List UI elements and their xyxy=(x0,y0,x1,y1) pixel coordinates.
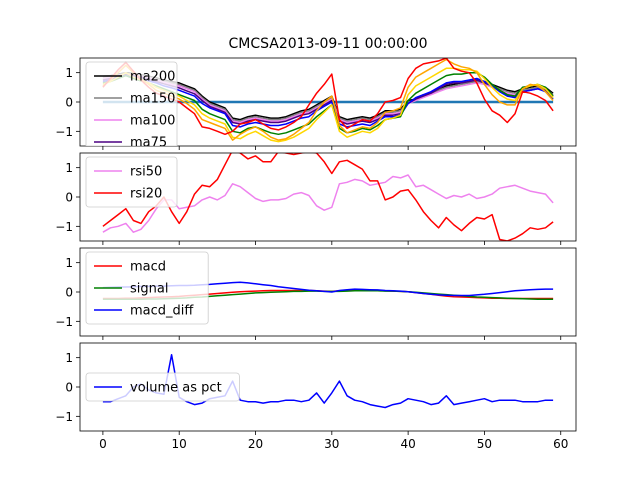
panel-macd: −1 0 1 macd signal macd_diff xyxy=(55,247,577,340)
legend-box xyxy=(85,61,178,146)
x-tick-label: 20 xyxy=(248,437,263,451)
panels: −101ma200ma150ma100ma75ma50ma30ma20ma10m… xyxy=(55,57,577,451)
y-tick-label: 0 xyxy=(65,191,73,205)
legend: volume as pct xyxy=(85,372,240,402)
plot-area xyxy=(102,58,554,143)
x-tick-label: 40 xyxy=(400,437,415,451)
axes-frame xyxy=(79,247,577,337)
legend-box xyxy=(85,372,240,402)
y-tick-label: 0 xyxy=(65,286,73,300)
y-tick-label: −1 xyxy=(55,410,73,424)
series-line-ma100 xyxy=(102,73,554,124)
panel-rsi: −1 0 1 rsi50 rsi20 xyxy=(55,152,577,245)
legend-label-macd_diff: macd_diff xyxy=(130,304,194,319)
series-line-ma10 xyxy=(102,58,554,141)
chart-title: CMCSA2013-09-11 00:00:00 xyxy=(228,36,427,52)
legend: macd signal macd_diff xyxy=(85,251,209,325)
legend-label-ma100: ma100 xyxy=(130,114,175,129)
y-tick-label: −1 xyxy=(55,220,73,234)
legend-label-macd: macd xyxy=(130,260,166,275)
plot-area xyxy=(102,153,554,241)
x-tick-label: 10 xyxy=(172,437,187,451)
legend-label-volume-as-pct: volume as pct xyxy=(130,381,222,396)
y-tick-label: 0 xyxy=(65,96,73,110)
legend: ma200ma150ma100ma75ma50ma30ma20ma10ma5 xyxy=(85,61,178,151)
legend-label-rsi20: rsi20 xyxy=(130,187,162,202)
panel-moving-averages: −101ma200ma150ma100ma75ma50ma30ma20ma10m… xyxy=(55,57,577,151)
legend-label-rsi50: rsi50 xyxy=(130,165,162,180)
y-tick-label: −1 xyxy=(55,315,73,329)
series-line-rsi20 xyxy=(102,153,554,241)
series-line-ma50 xyxy=(102,74,554,128)
series-line-ma5 xyxy=(102,58,554,136)
y-tick-label: −1 xyxy=(55,125,73,139)
y-tick-label: 0 xyxy=(65,381,73,395)
axes-frame xyxy=(79,57,577,147)
legend-box xyxy=(85,251,209,325)
legend-label-ma150: ma150 xyxy=(130,92,175,107)
axes-frame xyxy=(79,152,577,242)
x-tick-label: 30 xyxy=(324,437,339,451)
axes-frame xyxy=(79,342,577,432)
x-tick-label: 50 xyxy=(477,437,492,451)
y-tick-label: 1 xyxy=(65,351,73,365)
y-tick-label: 1 xyxy=(65,66,73,80)
series-line-rsi50 xyxy=(102,174,554,233)
series-line-ma20 xyxy=(102,67,554,143)
legend-label-ma200: ma200 xyxy=(130,70,175,85)
legend-label-ma75: ma75 xyxy=(130,136,167,151)
y-tick-label: 1 xyxy=(65,161,73,175)
x-tick-label: 60 xyxy=(553,437,568,451)
x-tick-label: 0 xyxy=(99,437,107,451)
series-line-ma75 xyxy=(102,73,554,125)
legend-box xyxy=(85,156,178,208)
legend-label-signal: signal xyxy=(130,282,168,297)
y-tick-label: 1 xyxy=(65,256,73,270)
legend: rsi50 rsi20 xyxy=(85,156,178,208)
